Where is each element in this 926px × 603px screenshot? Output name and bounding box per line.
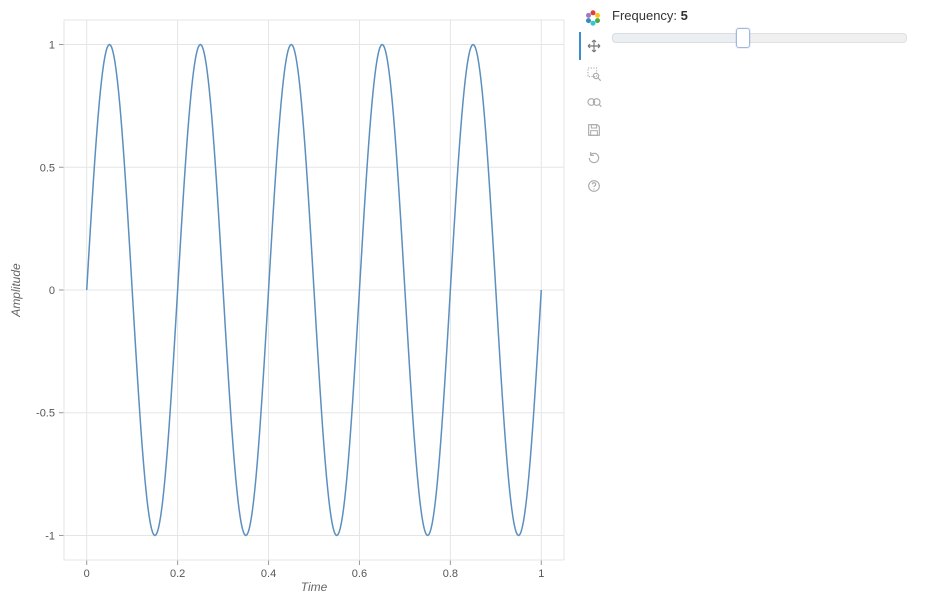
svg-text:0.2: 0.2	[170, 568, 185, 580]
slider-value: 5	[681, 8, 688, 23]
save-tool-button[interactable]	[579, 116, 607, 144]
box-zoom-tool-button[interactable]	[579, 60, 607, 88]
svg-text:-0.5: -0.5	[36, 408, 55, 420]
svg-text:0.4: 0.4	[261, 568, 276, 580]
svg-text:0: 0	[84, 568, 90, 580]
reset-tool-icon	[586, 150, 602, 166]
wheel-zoom-tool-button[interactable]	[579, 88, 607, 116]
wheel-zoom-tool-icon	[586, 94, 602, 110]
slider-label: Frequency: 5	[612, 8, 920, 23]
box-zoom-tool-icon	[586, 66, 602, 82]
reset-tool-button[interactable]	[579, 144, 607, 172]
pan-tool-icon	[586, 38, 602, 54]
svg-text:1: 1	[49, 40, 55, 52]
svg-text:0.8: 0.8	[443, 568, 458, 580]
svg-text:0: 0	[49, 285, 55, 297]
svg-text:1: 1	[538, 568, 544, 580]
plot-toolbar	[578, 6, 608, 200]
bokeh-logo-icon[interactable]	[583, 8, 603, 28]
svg-text:0.5: 0.5	[40, 162, 55, 174]
plot-area[interactable]: 0 0.2 0.4 0.6 0.8 1 -1 -0.5 0 0.5 1 Time Amplitude	[6, 6, 576, 597]
slider-label-text: Frequency	[612, 8, 673, 23]
help-tool-icon	[586, 178, 602, 194]
slider-thumb[interactable]	[736, 28, 750, 48]
help-tool-button[interactable]	[579, 172, 607, 200]
controls-panel: Frequency: 5	[612, 6, 920, 49]
pan-tool-button[interactable]	[579, 32, 607, 60]
svg-text:Time: Time	[301, 580, 328, 594]
save-tool-icon	[586, 122, 602, 138]
frequency-slider[interactable]	[612, 27, 907, 49]
sine-chart: 0 0.2 0.4 0.6 0.8 1 -1 -0.5 0 0.5 1 Time Amplitude	[6, 6, 576, 597]
slider-track-fill	[612, 33, 743, 43]
svg-text:Amplitude: Amplitude	[9, 263, 23, 318]
svg-text:0.6: 0.6	[352, 568, 367, 580]
svg-text:-1: -1	[45, 530, 55, 542]
